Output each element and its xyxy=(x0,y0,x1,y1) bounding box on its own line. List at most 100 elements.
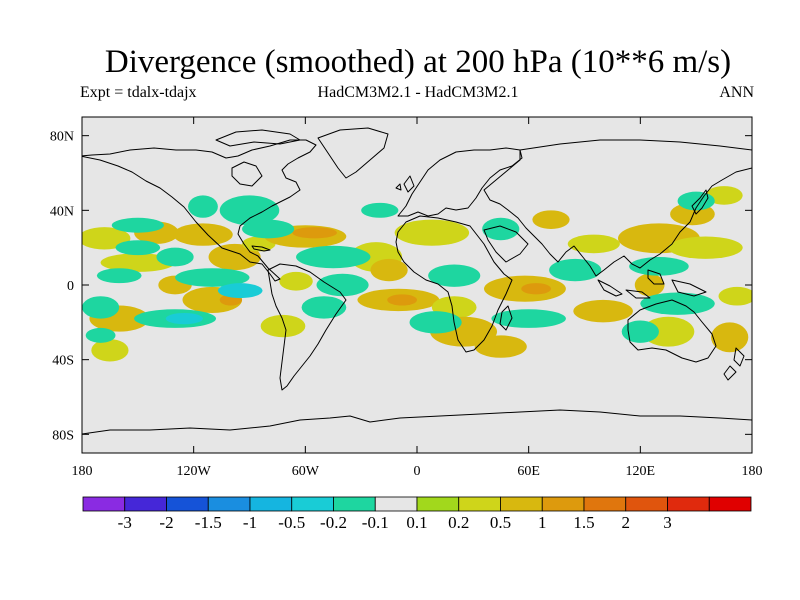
field-contour-64 xyxy=(85,327,116,343)
colorbar-label: 1.5 xyxy=(573,513,594,532)
coastline-australia xyxy=(627,299,717,363)
colorbar-swatch xyxy=(374,496,418,512)
field-contour-51 xyxy=(175,268,250,287)
colorbar-label: -0.2 xyxy=(320,513,347,532)
coastline-indonesia xyxy=(597,269,707,299)
colorbar-swatch xyxy=(249,496,293,512)
colorbar-label: 0.2 xyxy=(448,513,469,532)
field-contour-20 xyxy=(521,283,551,295)
field-contour-26 xyxy=(260,314,306,338)
colorbar-swatch xyxy=(291,496,334,512)
field-contour-41 xyxy=(242,219,295,239)
field-contour-4 xyxy=(208,243,261,271)
colorbar-label: -0.1 xyxy=(362,513,389,532)
field-contour-60 xyxy=(301,296,347,319)
colorbar-swatch xyxy=(333,496,376,512)
colorbar-swatch xyxy=(458,496,501,512)
field-contour-61 xyxy=(409,311,462,334)
colorbar-swatch xyxy=(541,496,585,512)
field-contour-10 xyxy=(394,219,470,246)
field-contour-44 xyxy=(361,202,399,218)
field-contour-2 xyxy=(100,253,176,272)
field-contour-9 xyxy=(370,258,408,282)
colorbar-swatch xyxy=(166,496,209,512)
coastline-british-isles xyxy=(395,175,415,193)
field-contour-63 xyxy=(621,320,659,343)
field-contour-0 xyxy=(82,227,131,250)
coastline-africa xyxy=(395,215,513,353)
experiment-label: Expt = tdalx-tdajx xyxy=(80,84,197,101)
colorbar-swatch xyxy=(82,496,126,512)
field-contour-28 xyxy=(387,294,417,306)
x-tick-label: 180 xyxy=(742,464,763,479)
field-contour-3 xyxy=(173,223,233,246)
coastline-asia xyxy=(483,139,752,277)
colorbar-swatch xyxy=(667,496,710,512)
field-contour-36 xyxy=(111,217,164,233)
field-contour-37 xyxy=(188,195,218,218)
field-contour-62 xyxy=(491,309,566,328)
field-contour-55 xyxy=(549,258,602,282)
y-tick-label: 0 xyxy=(67,279,74,294)
field-contour-54 xyxy=(428,264,481,287)
page-title: Divergence (smoothed) at 200 hPa (10**6 … xyxy=(104,44,732,80)
field-contour-53 xyxy=(316,273,369,297)
x-tick-label: 180 xyxy=(72,464,93,479)
map-axes: 180 120W 60W 0 60E 120E 180 80N 40N 0 40S 80S xyxy=(50,117,763,479)
divergence-field xyxy=(82,173,752,362)
field-contour-46 xyxy=(482,217,520,241)
field-contour-39 xyxy=(115,240,161,256)
coastline-cuba xyxy=(251,245,271,252)
colorbar-swatch xyxy=(500,496,543,512)
field-contour-15 xyxy=(668,236,743,259)
field-contour-32 xyxy=(573,299,633,323)
field-contour-31 xyxy=(474,335,527,358)
field-contour-21 xyxy=(634,273,665,297)
field-contour-59 xyxy=(165,313,203,325)
field-contour-56 xyxy=(640,292,715,315)
field-contour-49 xyxy=(677,191,715,211)
field-contour-45 xyxy=(450,173,496,192)
field-contour-38 xyxy=(219,195,280,226)
colorbar-swatch xyxy=(625,496,668,512)
colorbar-label: 0.5 xyxy=(490,513,511,532)
x-tick-label: 60W xyxy=(292,464,320,479)
field-contour-47 xyxy=(573,204,633,224)
colorbar-label: -1.5 xyxy=(195,513,222,532)
coastlines xyxy=(82,127,752,435)
coastline-japan xyxy=(691,189,709,215)
field-contour-48 xyxy=(629,257,689,276)
field-contour-50 xyxy=(96,268,142,284)
colorbar-swatch xyxy=(583,496,627,512)
field-contour-35 xyxy=(91,339,129,362)
model-label: HadCM3M2.1 - HadCM3M2.1 xyxy=(317,84,519,101)
x-tick-label: 120E xyxy=(626,464,656,479)
field-contour-18 xyxy=(279,271,313,291)
coastline-arabia xyxy=(483,225,529,263)
season-label: ANN xyxy=(719,84,754,101)
field-contour-12 xyxy=(567,234,620,254)
colorbar-swatch xyxy=(708,496,752,512)
colorbar-label: -0.5 xyxy=(278,513,305,532)
x-tick-label: 60E xyxy=(517,464,540,479)
y-tick-label: 40S xyxy=(52,354,74,369)
y-tick-label: 80N xyxy=(50,130,74,145)
y-tick-label: 40N xyxy=(50,204,74,219)
colorbar: -3 -2 -1.5 -1 -0.5 -0.2 -0.1 0.1 0.2 0.5 1 1.5 2 3 xyxy=(82,496,752,532)
field-contour-34 xyxy=(711,322,749,353)
colorbar-swatch xyxy=(416,496,460,512)
colorbar-swatch xyxy=(207,496,251,512)
field-contour-16 xyxy=(705,186,743,205)
colorbar-label: 1 xyxy=(538,513,547,532)
coastline-hudson-bay xyxy=(231,161,263,187)
coastline-new-zealand xyxy=(723,347,745,381)
y-tick-label: 80S xyxy=(52,428,74,443)
coastline-arctic-islands xyxy=(215,129,301,147)
colorbar-label: 0.1 xyxy=(406,513,427,532)
field-contour-42 xyxy=(296,245,371,269)
coastline-south-america xyxy=(267,263,347,391)
field-contour-7 xyxy=(292,227,337,239)
colorbar-label: -1 xyxy=(243,513,257,532)
coastline-europe xyxy=(397,147,523,217)
